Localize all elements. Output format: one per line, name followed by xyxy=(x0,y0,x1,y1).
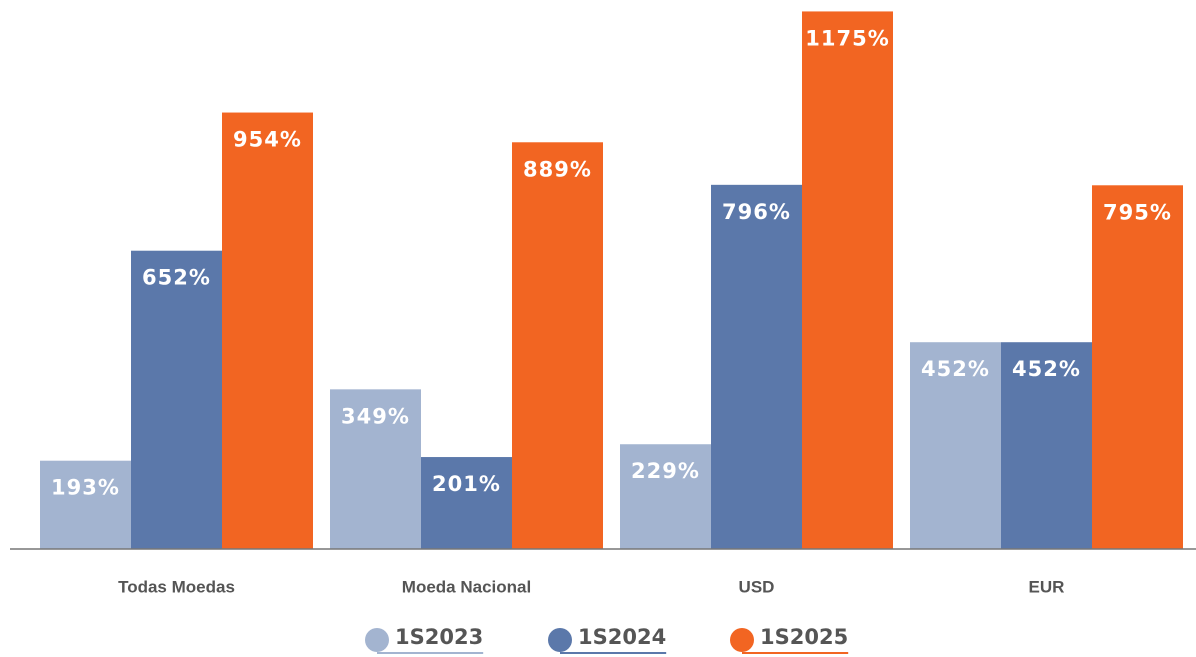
x-tick-label: EUR xyxy=(1029,577,1065,596)
bar xyxy=(910,342,1001,549)
bar xyxy=(131,250,222,549)
value-label: 201% xyxy=(432,472,501,496)
value-label: 954% xyxy=(233,128,302,152)
value-label: 349% xyxy=(341,404,410,428)
bar xyxy=(711,184,802,549)
value-label: 452% xyxy=(1012,357,1081,381)
bar xyxy=(620,444,711,549)
legend-marker xyxy=(365,628,389,652)
value-label: 1175% xyxy=(805,26,890,50)
legend-marker xyxy=(548,628,572,652)
bar xyxy=(802,11,893,549)
bar xyxy=(512,142,603,549)
legend-marker xyxy=(730,628,754,652)
bar xyxy=(1092,185,1183,549)
value-label: 889% xyxy=(523,157,592,181)
x-tick-label: USD xyxy=(739,577,775,596)
legend-label: 1S2024 xyxy=(578,625,666,649)
value-label: 652% xyxy=(142,266,211,290)
bar xyxy=(222,112,313,550)
bar xyxy=(421,457,512,549)
bar xyxy=(1001,342,1092,549)
value-label: 452% xyxy=(921,357,990,381)
x-tick-label: Moeda Nacional xyxy=(402,577,531,596)
value-label: 229% xyxy=(631,459,700,483)
x-tick-label: Todas Moedas xyxy=(118,577,235,596)
value-label: 796% xyxy=(722,200,791,224)
value-label: 795% xyxy=(1103,200,1172,224)
value-label: 193% xyxy=(51,476,120,500)
bar xyxy=(40,460,131,549)
bar xyxy=(330,389,421,549)
legend-label: 1S2023 xyxy=(395,625,483,649)
legend-label: 1S2025 xyxy=(760,625,848,649)
